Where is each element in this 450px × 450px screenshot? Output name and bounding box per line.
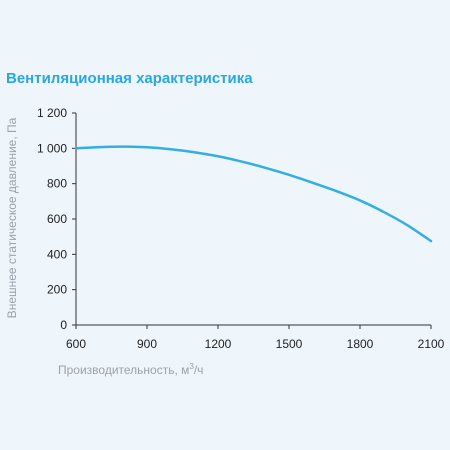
x-tick-label: 1200 bbox=[205, 337, 232, 351]
x-axis-label-tail: /ч bbox=[194, 363, 204, 377]
y-tick-label: 1 200 bbox=[37, 106, 67, 120]
y-tick-label: 1 000 bbox=[37, 141, 67, 155]
y-ticks: 0 200 400 600 800 1 000 1 200 bbox=[37, 106, 76, 332]
x-tick-label: 600 bbox=[66, 337, 86, 351]
x-ticks: 600 900 1200 1500 1800 2100 bbox=[66, 325, 445, 351]
chart-title: Вентиляционная характеристика bbox=[6, 70, 253, 87]
y-tick-label: 0 bbox=[60, 318, 67, 332]
y-tick-label: 200 bbox=[47, 283, 67, 297]
x-axis-label: Производительность, м3/ч bbox=[58, 362, 203, 377]
x-axis-label-sup: 3 bbox=[189, 362, 194, 371]
x-axis-label-main: Производительность, м bbox=[58, 363, 189, 377]
x-tick-label: 1500 bbox=[276, 337, 303, 351]
x-tick-label: 1800 bbox=[347, 337, 374, 351]
y-tick-label: 600 bbox=[47, 212, 67, 226]
x-tick-label: 900 bbox=[137, 337, 157, 351]
y-tick-label: 800 bbox=[47, 177, 67, 191]
y-tick-label: 400 bbox=[47, 247, 67, 261]
x-tick-label: 2100 bbox=[418, 337, 445, 351]
y-axis-label: Внешнее статическое давление, Па bbox=[5, 117, 19, 318]
series-line bbox=[74, 145, 433, 243]
